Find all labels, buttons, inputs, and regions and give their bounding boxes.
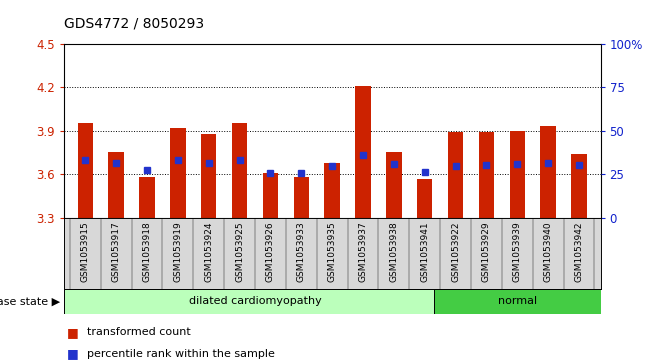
Text: GSM1053935: GSM1053935 <box>327 221 337 282</box>
Text: GSM1053919: GSM1053919 <box>173 221 183 282</box>
Bar <box>448 132 463 218</box>
Text: transformed count: transformed count <box>87 327 191 337</box>
Bar <box>434 289 601 314</box>
Bar <box>109 152 124 218</box>
Bar <box>509 131 525 218</box>
Bar <box>140 177 155 218</box>
Bar <box>78 123 93 218</box>
Text: GDS4772 / 8050293: GDS4772 / 8050293 <box>64 16 204 30</box>
Bar <box>201 134 217 218</box>
Text: GSM1053926: GSM1053926 <box>266 221 275 282</box>
Bar <box>263 173 278 218</box>
Text: normal: normal <box>498 296 537 306</box>
Text: GSM1053922: GSM1053922 <box>451 221 460 282</box>
Bar <box>232 123 248 218</box>
Text: GSM1053942: GSM1053942 <box>574 221 584 282</box>
Text: disease state ▶: disease state ▶ <box>0 296 60 306</box>
Text: dilated cardiomyopathy: dilated cardiomyopathy <box>189 296 321 306</box>
Bar <box>417 179 432 218</box>
Text: GSM1053933: GSM1053933 <box>297 221 306 282</box>
Text: GSM1053938: GSM1053938 <box>389 221 399 282</box>
Text: ■: ■ <box>67 347 79 360</box>
Text: GSM1053929: GSM1053929 <box>482 221 491 282</box>
Bar <box>355 86 370 218</box>
Bar <box>325 163 340 218</box>
Bar <box>571 154 586 218</box>
Text: GSM1053924: GSM1053924 <box>204 221 213 282</box>
Text: GSM1053918: GSM1053918 <box>142 221 152 282</box>
Text: percentile rank within the sample: percentile rank within the sample <box>87 349 275 359</box>
Text: GSM1053937: GSM1053937 <box>358 221 368 282</box>
Text: GSM1053939: GSM1053939 <box>513 221 522 282</box>
Text: ■: ■ <box>67 326 79 339</box>
Bar <box>64 289 446 314</box>
Text: GSM1053941: GSM1053941 <box>420 221 429 282</box>
Bar <box>540 126 556 218</box>
Text: GSM1053940: GSM1053940 <box>544 221 553 282</box>
Text: GSM1053915: GSM1053915 <box>81 221 90 282</box>
Bar <box>294 177 309 218</box>
Bar <box>386 152 401 218</box>
Text: GSM1053925: GSM1053925 <box>235 221 244 282</box>
Text: GSM1053917: GSM1053917 <box>111 221 121 282</box>
Bar <box>170 128 186 218</box>
Bar <box>478 132 494 218</box>
